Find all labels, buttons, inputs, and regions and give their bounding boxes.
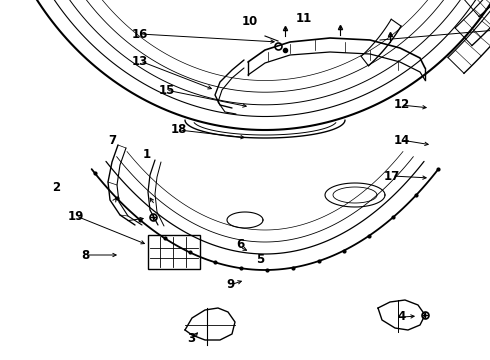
Text: 16: 16 bbox=[131, 28, 148, 41]
Text: 17: 17 bbox=[384, 170, 400, 183]
Text: 14: 14 bbox=[393, 134, 410, 147]
Text: 5: 5 bbox=[256, 253, 264, 266]
Text: 18: 18 bbox=[171, 123, 187, 136]
Text: 10: 10 bbox=[242, 15, 258, 28]
Text: 3: 3 bbox=[187, 332, 195, 345]
Text: 12: 12 bbox=[393, 98, 410, 111]
Text: 13: 13 bbox=[131, 55, 148, 68]
Text: 15: 15 bbox=[158, 84, 175, 96]
Text: 1: 1 bbox=[143, 148, 151, 161]
Text: 6: 6 bbox=[236, 238, 244, 251]
Text: 9: 9 bbox=[226, 278, 234, 291]
Text: 7: 7 bbox=[109, 134, 117, 147]
Text: 4: 4 bbox=[398, 310, 406, 323]
Text: 8: 8 bbox=[82, 249, 90, 262]
Text: 19: 19 bbox=[68, 210, 84, 222]
Text: 2: 2 bbox=[52, 181, 60, 194]
Text: 11: 11 bbox=[295, 12, 312, 24]
Bar bbox=[148, 235, 200, 269]
